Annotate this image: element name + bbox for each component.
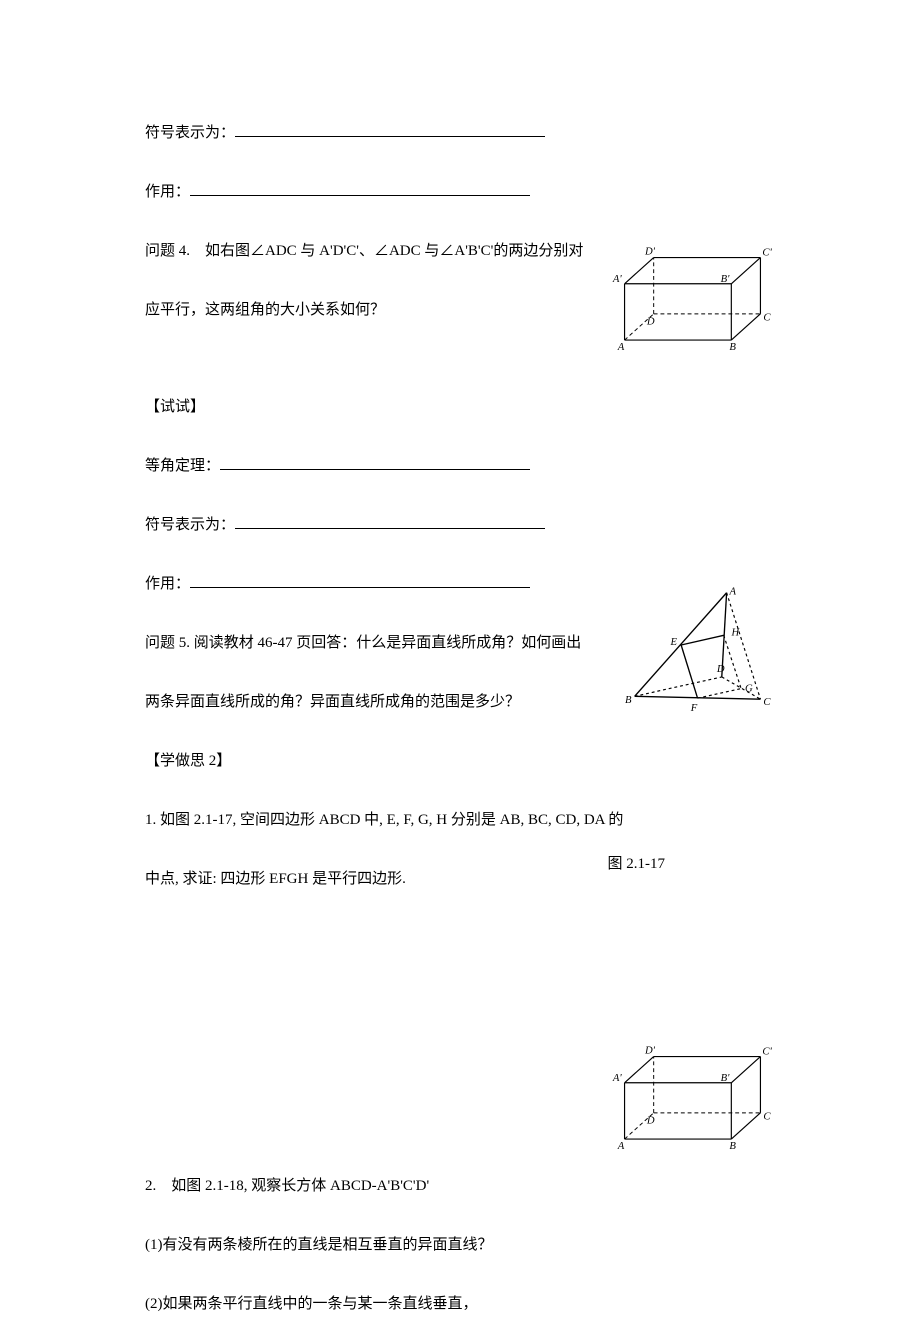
usage-1: 作用：: [145, 179, 775, 206]
label2-Dp: D': [644, 1045, 656, 1057]
q5-text-b: 两条异面直线所成的角？异面直线所成角的范围是多少？: [145, 694, 520, 710]
tetra-svg: A B C D E F G H: [625, 585, 775, 716]
label-Cp: C': [762, 247, 772, 259]
label2-D: D: [646, 1115, 655, 1127]
problem-1-line-b: 中点, 求证: 四边形 EFGH 是平行四边形.: [145, 866, 775, 893]
t-label-A: A: [729, 587, 737, 598]
label-Dp: D': [644, 246, 656, 258]
t-label-H: H: [730, 627, 740, 638]
problem-2-line-b: (1)有没有两条棱所在的直线是相互垂直的异面直线？: [145, 1232, 775, 1259]
cuboid-svg-1: A B C D A' B' C' D': [610, 243, 775, 355]
label-Bp: B': [721, 273, 731, 285]
problem-2-line-a: 2. 如图 2.1-18, 观察长方体 ABCD-A'B'C'D': [145, 1173, 775, 1200]
p1-text-a: 1. 如图 2.1-17, 空间四边形 ABCD 中, E, F, G, H 分…: [145, 812, 623, 828]
tetrahedron-figure: A B C D E F G H: [625, 585, 775, 716]
cuboid-figure-1: A B C D A' B' C' D': [610, 243, 775, 355]
xuezuo-heading: 【学做思 2】: [145, 748, 775, 775]
blank-symbol-2: [235, 514, 545, 529]
label-B: B: [729, 341, 736, 353]
usage-prefix-2: 作用：: [145, 576, 190, 592]
figcap-text: 图 2.1-17: [608, 856, 666, 872]
label-C: C: [763, 312, 771, 324]
blank-usage-2: [190, 573, 530, 588]
label-A: A: [617, 341, 625, 353]
cuboid-svg-2: A B C D A' B' C' D': [610, 1042, 775, 1154]
t-label-E: E: [669, 637, 677, 648]
symbol-prefix-2: 符号表示为：: [145, 517, 235, 533]
q4-text-b: 应平行，这两组角的大小关系如何？: [145, 302, 385, 318]
p2-text-a: 2. 如图 2.1-18, 观察长方体 ABCD-A'B'C'D': [145, 1178, 429, 1194]
xuezuo-text: 【学做思 2】: [145, 753, 231, 769]
label-D: D: [646, 316, 655, 328]
label2-Cp: C': [762, 1046, 772, 1058]
symbol-repr-1: 符号表示为：: [145, 120, 775, 147]
label2-C: C: [763, 1111, 771, 1123]
label2-B: B: [729, 1140, 736, 1152]
figure-caption-2-1-17: 图 2.1-17: [608, 851, 666, 878]
t-label-C: C: [763, 697, 771, 708]
t-label-F: F: [690, 703, 698, 714]
p2-text-c: (2)如果两条平行直线中的一条与某一条直线垂直，: [145, 1296, 478, 1312]
t-label-D: D: [716, 664, 725, 675]
equal-angle-theorem: 等角定理：: [145, 453, 775, 480]
cuboid-figure-2: A B C D A' B' C' D': [610, 1042, 775, 1154]
label2-Ap: A': [612, 1072, 623, 1084]
t-label-B: B: [625, 695, 632, 706]
label2-A: A: [617, 1140, 625, 1152]
p2-text-b: (1)有没有两条棱所在的直线是相互垂直的异面直线？: [145, 1237, 493, 1253]
blank-symbol-1: [235, 122, 545, 137]
problem-2-line-c: (2)如果两条平行直线中的一条与某一条直线垂直，: [145, 1291, 775, 1318]
usage-prefix-1: 作用：: [145, 184, 190, 200]
eq-prefix: 等角定理：: [145, 458, 220, 474]
p1-text-b: 中点, 求证: 四边形 EFGH 是平行四边形.: [145, 871, 406, 887]
q5-text-a: 问题 5. 阅读教材 46-47 页回答：什么是异面直线所成角？如何画出: [145, 635, 581, 651]
t-label-G: G: [745, 683, 753, 694]
try-heading: 【试试】: [145, 394, 775, 421]
try-text: 【试试】: [145, 399, 205, 415]
blank-usage-1: [190, 181, 530, 196]
symbol-repr-2: 符号表示为：: [145, 512, 775, 539]
problem-1-line-a: 1. 如图 2.1-17, 空间四边形 ABCD 中, E, F, G, H 分…: [145, 807, 775, 834]
blank-eq: [220, 455, 530, 470]
q4-text-a: 问题 4. 如右图∠ADC 与 A'D'C'、∠ADC 与∠A'B'C'的两边分…: [145, 243, 583, 259]
label-Ap: A': [612, 273, 623, 285]
symbol-prefix-1: 符号表示为：: [145, 125, 235, 141]
label2-Bp: B': [721, 1072, 731, 1084]
